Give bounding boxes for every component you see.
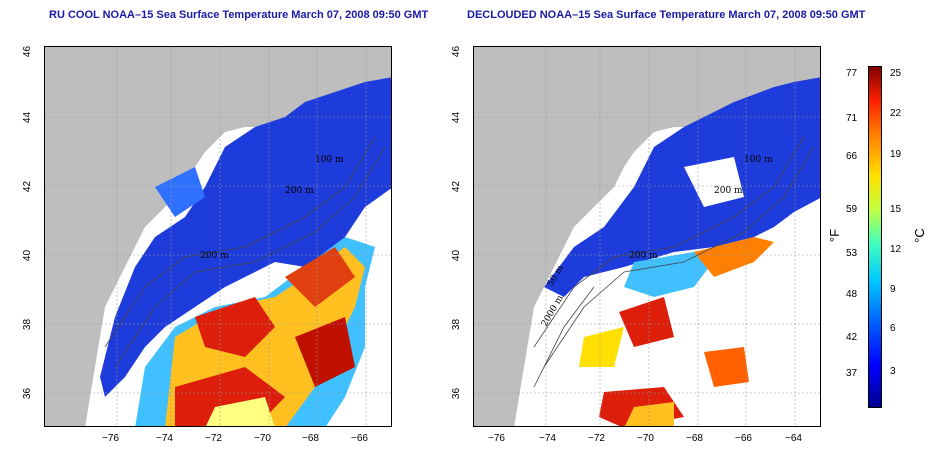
celsius-tick: 9: [890, 284, 896, 295]
warm-shelf-water: [205, 397, 275, 426]
celsius-tick: 19: [890, 149, 902, 160]
left-map-title: RU COOL NOAA–15 Sea Surface Temperature …: [49, 9, 429, 21]
fahrenheit-tick: 59: [846, 204, 858, 215]
gulf-stream-core-2: [285, 247, 355, 307]
contour-label-100m: 100 m: [315, 155, 344, 165]
y-tick: 38: [22, 318, 34, 331]
cloud-gap: [684, 157, 744, 207]
cold-water-region: [544, 77, 820, 297]
celsius-tick: 15: [890, 204, 902, 215]
y-tick: 46: [451, 45, 463, 58]
x-tick: −76: [488, 433, 505, 444]
celsius-tick: 3: [890, 366, 896, 377]
fahrenheit-unit-label: °F: [827, 228, 843, 243]
fahrenheit-tick: 71: [846, 113, 858, 124]
y-tick: 42: [451, 180, 463, 193]
land-mass: [474, 47, 820, 426]
x-tick: −64: [785, 433, 802, 444]
fahrenheit-tick: 42: [846, 332, 858, 343]
right-map-panel: 100 m 200 m 200 m 2000 m 50 m: [473, 46, 821, 427]
contour-label-200m-2: 200 m: [200, 251, 229, 261]
gulf-stream-core-1: [195, 297, 275, 357]
fahrenheit-tick: 53: [846, 248, 858, 259]
contour-label-200m: 200 m: [285, 186, 314, 196]
x-tick: −70: [637, 433, 654, 444]
x-tick: −68: [686, 433, 703, 444]
fahrenheit-tick: 66: [846, 151, 858, 162]
warm-shelf-water-2: [624, 402, 674, 426]
x-tick: −68: [302, 433, 319, 444]
fahrenheit-tick: 77: [846, 68, 858, 79]
y-tick: 44: [22, 111, 34, 124]
y-tick: 46: [22, 45, 34, 58]
y-tick: 40: [22, 249, 34, 262]
celsius-tick: 12: [890, 244, 902, 255]
left-sst-map: 100 m 200 m 200 m: [45, 47, 391, 426]
gulf-stream-core: [619, 297, 674, 347]
cold-water-patch: [155, 167, 205, 217]
fahrenheit-tick: 37: [846, 368, 858, 379]
fahrenheit-tick: 48: [846, 289, 858, 300]
y-tick: 36: [22, 387, 34, 400]
bathymetry-contours: [533, 136, 815, 388]
y-tick: 36: [451, 387, 463, 400]
warm-eddy: [295, 317, 355, 387]
left-map-panel: 100 m 200 m 200 m: [44, 46, 392, 427]
x-tick: −66: [351, 433, 368, 444]
celsius-tick: 6: [890, 323, 896, 334]
y-tick: 44: [451, 111, 463, 124]
x-tick: −74: [539, 433, 556, 444]
x-tick: −72: [205, 433, 222, 444]
x-tick: −66: [735, 433, 752, 444]
x-tick: −76: [102, 433, 119, 444]
celsius-tick: 25: [890, 68, 902, 79]
celsius-tick: 22: [890, 108, 902, 119]
x-tick: −70: [254, 433, 271, 444]
x-tick: −74: [156, 433, 173, 444]
x-tick: −72: [588, 433, 605, 444]
y-tick: 38: [451, 318, 463, 331]
temperature-colorbar: [868, 66, 882, 408]
right-sst-map: 100 m 200 m 200 m 2000 m 50 m: [474, 47, 820, 426]
y-tick: 40: [451, 249, 463, 262]
celsius-unit-label: °C: [911, 228, 927, 243]
contour-label-200m-2: 200 m: [629, 251, 658, 261]
right-map-title: DECLOUDED NOAA–15 Sea Surface Temperatur…: [467, 9, 866, 21]
warm-patch: [579, 327, 624, 367]
contour-label-100m: 100 m: [744, 155, 773, 165]
land-mass: [45, 47, 391, 426]
bathymetry-contours: [104, 136, 386, 368]
y-tick: 42: [22, 180, 34, 193]
warm-eddy: [704, 347, 749, 387]
cold-water-region: [100, 77, 391, 397]
contour-label-200m: 200 m: [714, 186, 743, 196]
